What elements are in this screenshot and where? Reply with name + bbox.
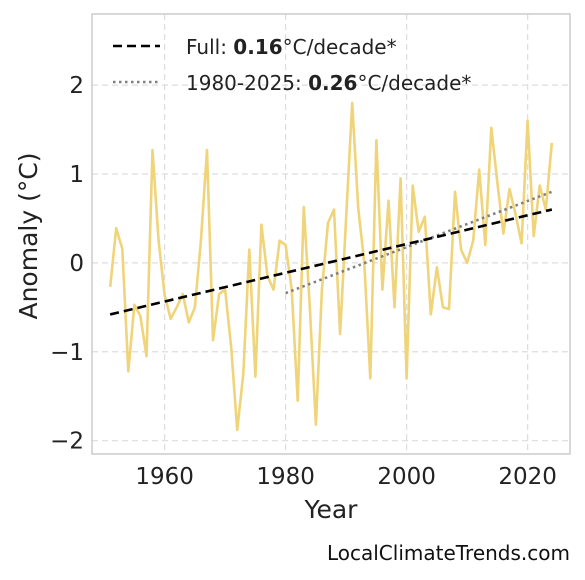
y-tick-label: 2 <box>69 73 84 99</box>
x-axis-title: Year <box>304 495 359 524</box>
anomaly-line <box>108 101 554 432</box>
legend-prefix-full: Full: <box>186 35 233 59</box>
x-tick-labels: 1960 1980 2000 2020 <box>135 464 557 490</box>
y-axis-title: Anomaly (°C) <box>14 152 43 319</box>
legend-suffix-recent: °C/decade* <box>357 71 471 95</box>
legend-label-full: Full: 0.16°C/decade* <box>186 35 397 59</box>
legend-value-full: 0.16 <box>233 35 282 59</box>
legend-value-recent: 0.26 <box>308 71 357 95</box>
y-tick-label: 0 <box>69 251 84 277</box>
legend-prefix-recent: 1980-2025: <box>186 71 308 95</box>
y-tick-label: −2 <box>50 429 84 455</box>
plot-frame <box>91 13 571 455</box>
credit-text: LocalClimateTrends.com <box>327 541 570 565</box>
grid <box>92 14 570 454</box>
legend-suffix-full: °C/decade* <box>283 35 397 59</box>
x-tick-label: 1960 <box>135 464 194 490</box>
trend-line-full <box>109 208 553 316</box>
legend-label-recent: 1980-2025: 0.26°C/decade* <box>186 71 471 95</box>
x-tick-label: 2000 <box>377 464 436 490</box>
x-tick-label: 1980 <box>256 464 315 490</box>
y-tick-label: −1 <box>50 340 84 366</box>
legend: Full: 0.16°C/decade* 1980-2025: 0.26°C/d… <box>113 35 471 95</box>
plot-background <box>92 14 570 454</box>
y-tick-labels: −2 −1 0 1 2 <box>50 73 84 455</box>
y-tick-label: 1 <box>69 162 84 188</box>
x-tick-label: 2020 <box>498 464 557 490</box>
